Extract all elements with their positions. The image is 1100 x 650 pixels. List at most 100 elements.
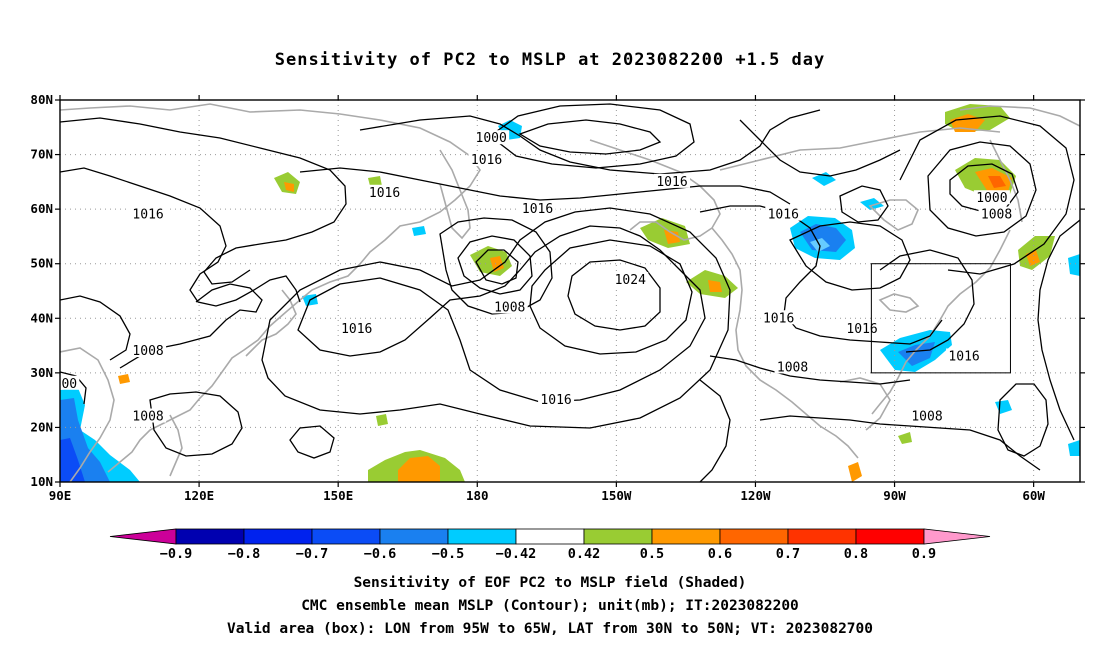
colorbar-segment: [379, 528, 449, 545]
colorbar-segment: [719, 528, 789, 545]
contour-label: 1016: [132, 208, 163, 223]
shade-negative-patch: [1068, 440, 1080, 456]
shade-positive-patch: [898, 432, 912, 444]
colorbar-level-label: 0.9: [912, 546, 936, 562]
contour-1020: [529, 239, 693, 355]
lon-tick-label: 150W: [601, 488, 632, 503]
coastlines: [60, 103, 1080, 482]
caption-contour: CMC ensemble mean MSLP (Contour); unit(m…: [301, 598, 799, 614]
colorbar-level-label: 0.42: [568, 546, 601, 562]
contour-label-bg: [909, 408, 945, 423]
contour-1016-pacific-high: [297, 225, 706, 403]
contour-1008-seasia: [149, 391, 243, 457]
map-title: Sensitivity of PC2 to MSLP at 2023082200…: [274, 50, 826, 70]
colorbar-segment: [311, 528, 381, 545]
shade-negative-patch: [995, 400, 1012, 414]
colorbar-level-label: 0.5: [640, 546, 664, 562]
shade-negative-patch: [412, 226, 426, 236]
contour-1004-south-asia: [60, 371, 87, 405]
contour-subtropical-1016: [709, 355, 911, 385]
lat-tick-label: 80N: [30, 92, 53, 107]
contour-arctic-1008: [488, 103, 695, 169]
colorbar-level-label: 0.6: [708, 546, 732, 562]
lon-tick-label: 90E: [49, 488, 72, 503]
asia-coastline: [60, 103, 481, 473]
graticule: [60, 100, 1080, 482]
lon-tick-label: 120E: [184, 488, 214, 503]
contour-label: 1008: [494, 300, 525, 315]
contour-label: 1008: [981, 208, 1012, 223]
contour-label-bg: [130, 343, 167, 358]
colorbar-segment: [787, 528, 857, 545]
contour-1012-aleutian: [457, 235, 533, 295]
valid-area-box: [870, 263, 1011, 374]
lat-tick-label: 10N: [30, 474, 53, 489]
contour-label: 1016: [768, 208, 799, 223]
lat-tick-label: 50N: [30, 256, 53, 271]
colorbar-segment: [447, 528, 517, 545]
contour-label-bg: [366, 184, 403, 199]
contour-label-bg: [491, 299, 528, 314]
contour-label: 1016: [540, 393, 571, 408]
shade-positive-patch: [368, 176, 382, 186]
lon-tick-label: 150E: [323, 488, 353, 503]
contour-atlantic-1016: [1037, 219, 1080, 441]
contour-label: 1008: [132, 344, 163, 359]
shade-positive-patch: [988, 176, 1006, 188]
great-lakes-coastline: [878, 293, 920, 313]
lat-tick-label: 60N: [30, 201, 53, 216]
contour-tropics: [289, 425, 335, 459]
contour-label-bg: [765, 206, 802, 221]
colorbar-level-label: −0.6: [364, 546, 397, 562]
lat-tick-label: 40N: [30, 310, 53, 325]
lat-tick-label: 70N: [30, 147, 53, 162]
contour-label-bg: [130, 408, 167, 423]
lat-tick-label: 20N: [30, 419, 53, 434]
contour-1008-canada: [789, 221, 911, 291]
contour-greenland-1016: [899, 115, 1075, 275]
contour-1012-hudson: [839, 185, 889, 223]
contour-label: 1008: [132, 410, 163, 425]
contour-1008-aleutian: [475, 249, 519, 285]
contour-1012: [261, 207, 731, 429]
caption-shading: Sensitivity of EOF PC2 to MSLP field (Sh…: [353, 575, 747, 591]
gulf-mexico-coastline: [839, 377, 891, 431]
colorbar-max-arrow: [923, 528, 991, 545]
lat-tick-label: 30N: [30, 365, 53, 380]
contour-label: 1016: [846, 322, 877, 337]
sensitivity-shading: [60, 104, 1080, 482]
contour-label-bg: [59, 375, 80, 390]
contour-arctic-low-1000: [518, 119, 662, 155]
contour-label-bg: [519, 201, 556, 216]
shade-negative-patch: [1068, 254, 1080, 276]
hudson-bay-coastline: [868, 199, 919, 231]
colorbar-level-label: −0.5: [432, 546, 465, 562]
colorbar-level-label: 0.8: [844, 546, 868, 562]
philippines-coastline: [169, 414, 183, 477]
na-west-coastline: [711, 227, 859, 459]
contour-label: 1016: [471, 153, 502, 168]
contour-1016-aleutian-outer: [439, 217, 553, 315]
caption-valid-area: Valid area (box): LON from 95W to 65W, L…: [226, 621, 873, 637]
contour-greenland-low-1000: [949, 163, 1019, 213]
shade-positive-patch: [398, 456, 440, 482]
alaska-coastline: [589, 139, 721, 241]
contour-label: 1000: [476, 131, 507, 146]
shade-positive-patch: [284, 182, 294, 192]
na-arctic-coastline: [719, 127, 1001, 171]
contour-label-bg: [654, 173, 690, 188]
contour-label: 1016: [656, 175, 687, 190]
contour-label: 1016: [369, 186, 400, 201]
shade-positive-patch: [376, 414, 388, 426]
contour-label-bg: [760, 310, 797, 325]
lon-tick-label: 60W: [1022, 488, 1045, 503]
shade-negative-patch: [860, 198, 884, 210]
contour-label-bg: [612, 272, 649, 287]
contour-1012-south-asia: [60, 295, 131, 361]
contour-atlantic-1020: [997, 383, 1049, 457]
contour-label: 1016: [948, 349, 979, 364]
shade-positive-patch: [664, 230, 680, 244]
colorbar-segment: [583, 528, 653, 545]
